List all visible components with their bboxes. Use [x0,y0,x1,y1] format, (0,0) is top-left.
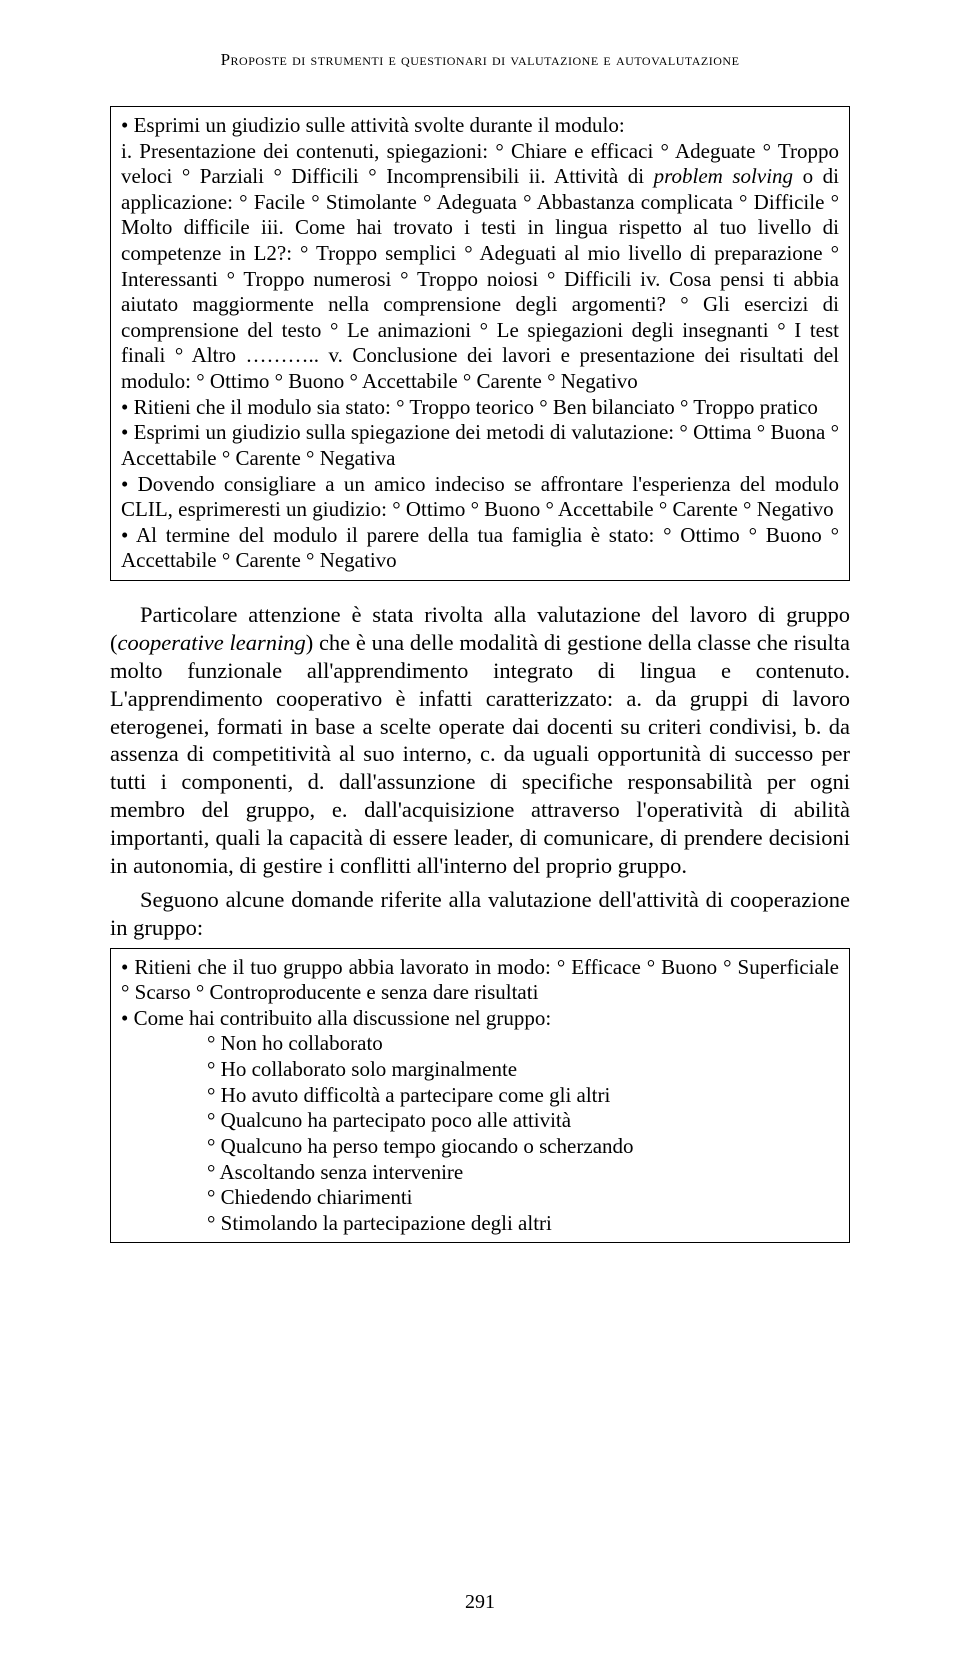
box2-line2: • Come hai contribuito alla discussione … [121,1006,839,1032]
box1-line4: • Esprimi un giudizio sulla spiegazione … [121,420,839,471]
box1-line3: • Ritieni che il modulo sia stato: ° Tro… [121,395,839,421]
box1-line6: • Al termine del modulo il parere della … [121,523,839,574]
box2-s5: ° Qualcuno ha perso tempo giocando o sch… [207,1134,839,1160]
box1-l2b: o di applicazione: ° Facile ° Stimolante… [121,164,839,393]
box1-line1: • Esprimi un giudizio sulle attività svo… [121,113,839,139]
questionnaire-box-2: • Ritieni che il tuo gruppo abbia lavora… [110,948,850,1244]
page-number: 291 [0,1591,960,1614]
box2-s6: ° Ascoltando senza intervenire [207,1160,839,1186]
paragraph-1: Particolare attenzione è stata rivolta a… [110,601,850,880]
paragraph-2: Seguono alcune domande riferite alla val… [110,886,850,942]
box1-l2em: problem solving [654,164,793,188]
running-head: Proposte di strumenti e questionari di v… [110,50,850,70]
questionnaire-box-1: • Esprimi un giudizio sulle attività svo… [110,106,850,581]
para1-b: ) che è una delle modalità di gestione d… [110,630,850,878]
box1-line5: • Dovendo consigliare a un amico indecis… [121,472,839,523]
box2-s3: ° Ho avuto difficoltà a partecipare come… [207,1083,839,1109]
box2-line1: • Ritieni che il tuo gruppo abbia lavora… [121,955,839,1006]
box2-s7: ° Chiedendo chiarimenti [207,1185,839,1211]
page: Proposte di strumenti e questionari di v… [0,0,960,1654]
box2-s2: ° Ho collaborato solo marginalmente [207,1057,839,1083]
para1-em: cooperative learning [118,630,306,655]
box2-s1: ° Non ho collaborato [207,1031,839,1057]
box2-sublist: ° Non ho collaborato ° Ho collaborato so… [121,1031,839,1236]
box2-s4: ° Qualcuno ha partecipato poco alle atti… [207,1108,839,1134]
box1-line2: i. Presentazione dei contenuti, spiegazi… [121,139,839,395]
box2-s8: ° Stimolando la partecipazione degli alt… [207,1211,839,1237]
